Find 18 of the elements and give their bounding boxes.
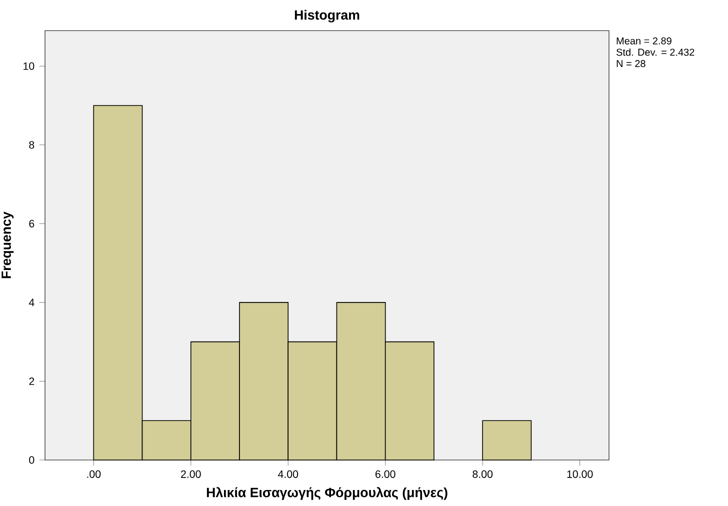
y-tick-label: 6: [29, 220, 34, 228]
x-tick-label: 2.00: [181, 470, 201, 478]
y-tick-label: 10: [24, 62, 34, 70]
text: Mean = 2.89: [616, 37, 672, 44]
x-tick-label: 6.00: [376, 470, 396, 478]
text: N = 28: [616, 60, 646, 68]
chart-title: Histogram: [294, 10, 360, 22]
x-tick-label: 10.00: [567, 470, 593, 478]
y-tick-label: 2: [29, 377, 34, 385]
y-tick-label: 0: [29, 456, 34, 464]
y-tick-label: 4: [28, 298, 34, 306]
x-tick-label: .00: [87, 470, 101, 478]
text: Std. Dev. = 2.432: [616, 48, 694, 56]
x-tick-label: 4.00: [278, 470, 298, 478]
x-axis-title: Ηλικία Εισαγωγής Φόρμουλας (μήνες): [206, 487, 448, 500]
y-axis-title: Frequency: [2, 212, 14, 278]
x-tick-label: 8.00: [472, 470, 493, 478]
y-tick-label: 8: [29, 141, 34, 149]
